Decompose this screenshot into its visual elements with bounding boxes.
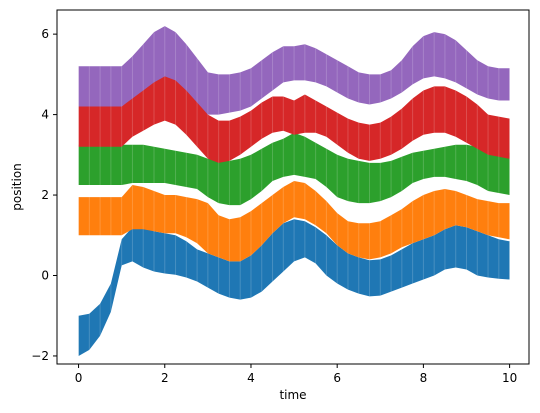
series-band xyxy=(78,180,511,262)
series-area xyxy=(78,132,510,206)
x-tick-label: 2 xyxy=(161,371,169,385)
x-tick-label: 8 xyxy=(420,371,428,385)
x-tick-label: 10 xyxy=(502,371,517,385)
series-hatching xyxy=(78,180,511,262)
x-axis-label: time xyxy=(279,388,306,402)
series-hatching xyxy=(78,132,511,206)
y-tick-label: 0 xyxy=(41,269,49,283)
series-hatching xyxy=(78,219,511,356)
y-axis-label: position xyxy=(10,163,24,211)
x-tick-label: 0 xyxy=(75,371,83,385)
series-area xyxy=(78,26,510,115)
series-band xyxy=(78,26,511,115)
series-area xyxy=(78,72,510,163)
series-area xyxy=(78,219,510,356)
axes-frame xyxy=(56,9,530,365)
x-tick-label: 6 xyxy=(333,371,341,385)
y-tick-label: −2 xyxy=(31,349,49,363)
y-tick-label: 4 xyxy=(41,108,49,122)
series-band xyxy=(78,132,511,206)
y-tick-label: 6 xyxy=(41,27,49,41)
series-bands xyxy=(78,26,511,356)
series-hatching xyxy=(78,26,511,115)
series-area xyxy=(78,181,510,262)
series-hatching xyxy=(78,72,511,163)
y-tick-label: 2 xyxy=(41,188,49,202)
y-axis-ticks: −2 0 2 4 6 xyxy=(31,27,57,363)
series-band xyxy=(78,72,511,163)
series-band xyxy=(78,219,511,356)
x-axis-ticks: 0 2 4 6 8 10 xyxy=(75,364,517,385)
x-tick-label: 4 xyxy=(247,371,255,385)
